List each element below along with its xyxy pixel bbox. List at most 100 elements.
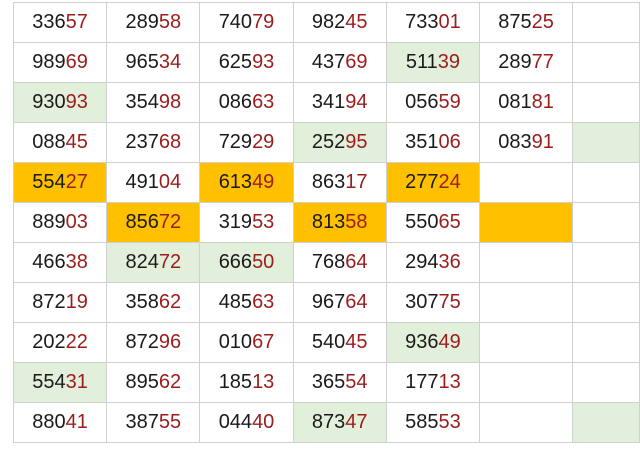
number-suffix: 69: [65, 51, 88, 73]
grid-cell[interactable]: 36554: [292, 362, 387, 403]
grid-cell[interactable]: 55065: [385, 202, 481, 243]
grid-cell[interactable]: 88903: [12, 202, 108, 243]
grid-cell[interactable]: [479, 402, 574, 443]
grid-cell[interactable]: 54045: [292, 322, 387, 363]
grid-cell[interactable]: 74079: [199, 2, 294, 43]
grid-cell[interactable]: [479, 202, 574, 243]
number-suffix: 72: [158, 211, 182, 233]
grid-cell[interactable]: [572, 322, 640, 363]
grid-cell[interactable]: 96764: [292, 282, 387, 323]
grid-cell[interactable]: [572, 162, 640, 203]
grid-cell[interactable]: [572, 42, 640, 83]
grid-cell[interactable]: [572, 202, 640, 243]
grid-cell[interactable]: 48563: [199, 282, 294, 323]
grid-cell[interactable]: [572, 82, 640, 123]
grid-cell[interactable]: 08391: [479, 122, 574, 163]
number-suffix: 77: [531, 51, 554, 73]
grid-cell[interactable]: 93649: [385, 322, 481, 363]
number-suffix: 40: [252, 411, 275, 433]
grid-cell[interactable]: 66650: [199, 242, 294, 283]
grid-cell[interactable]: 98969: [12, 42, 108, 83]
grid-cell[interactable]: 81358: [292, 202, 387, 243]
grid-cell[interactable]: 38755: [106, 402, 201, 443]
grid-cell[interactable]: 35862: [106, 282, 201, 323]
number-prefix: 083: [498, 131, 532, 153]
grid-cell[interactable]: 87525: [479, 2, 574, 43]
grid-cell[interactable]: 55427: [12, 162, 108, 203]
grid-cell[interactable]: [572, 362, 640, 403]
grid-cell[interactable]: 82472: [106, 242, 201, 283]
grid-cell[interactable]: 76864: [292, 242, 387, 283]
grid-cell[interactable]: [572, 402, 640, 443]
grid-cell[interactable]: 35106: [385, 122, 481, 163]
grid-cell[interactable]: 43769: [292, 42, 387, 83]
grid-cell[interactable]: 08845: [12, 122, 108, 163]
grid-cell[interactable]: [479, 162, 574, 203]
number-prefix: 540: [311, 331, 346, 353]
number-prefix: 351: [405, 131, 439, 153]
number-prefix: 873: [311, 411, 346, 433]
grid-cell[interactable]: 62593: [199, 42, 294, 83]
grid-cell[interactable]: 17713: [385, 362, 481, 403]
table-row: 08845 23768 72929 25295 35106 08391: [12, 122, 640, 163]
number-suffix: 67: [252, 331, 275, 353]
grid-cell[interactable]: 04440: [199, 402, 294, 443]
grid-cell[interactable]: 28958: [106, 2, 201, 43]
number-suffix: 31: [65, 371, 88, 393]
number-suffix: 19: [65, 291, 88, 313]
grid-cell[interactable]: [479, 322, 574, 363]
grid-cell[interactable]: 61349: [199, 162, 294, 203]
grid-cell[interactable]: 49104: [106, 162, 201, 203]
grid-cell[interactable]: [479, 282, 574, 323]
grid-cell[interactable]: [572, 282, 640, 323]
grid-cell[interactable]: 20222: [12, 322, 108, 363]
grid-cell[interactable]: 23768: [106, 122, 201, 163]
grid-cell[interactable]: 98245: [292, 2, 387, 43]
grid-cell[interactable]: [572, 2, 640, 43]
grid-cell[interactable]: 88041: [12, 402, 108, 443]
grid-cell[interactable]: 73301: [385, 2, 481, 43]
number-prefix: 930: [32, 91, 66, 113]
grid-cell[interactable]: 27724: [385, 162, 481, 203]
grid-cell[interactable]: 29436: [385, 242, 481, 283]
number-prefix: 511: [405, 51, 438, 73]
grid-cell[interactable]: 28977: [479, 42, 574, 83]
grid-cell[interactable]: [479, 362, 574, 403]
number-prefix: 437: [311, 51, 346, 73]
grid-cell[interactable]: 05659: [385, 82, 481, 123]
number-suffix: 04: [158, 171, 182, 193]
number-prefix: 872: [32, 291, 66, 313]
number-suffix: 38: [65, 251, 88, 273]
grid-cell[interactable]: 25295: [292, 122, 387, 163]
number-suffix: 27: [65, 171, 88, 193]
grid-cell[interactable]: 85672: [106, 202, 201, 243]
grid-cell[interactable]: 35498: [106, 82, 201, 123]
grid-cell[interactable]: 46638: [12, 242, 108, 283]
grid-cell[interactable]: 87219: [12, 282, 108, 323]
grid-cell[interactable]: [572, 242, 640, 283]
grid-cell[interactable]: 18513: [199, 362, 294, 403]
grid-cell[interactable]: 55431: [12, 362, 108, 403]
grid-cell[interactable]: 72929: [199, 122, 294, 163]
grid-cell[interactable]: 08181: [479, 82, 574, 123]
number-prefix: 056: [405, 91, 439, 113]
number-prefix: 010: [218, 331, 253, 353]
grid-cell[interactable]: 87347: [292, 402, 387, 443]
grid-cell[interactable]: 87296: [106, 322, 201, 363]
number-prefix: 824: [125, 251, 159, 273]
number-suffix: 55: [158, 411, 182, 433]
grid-cell[interactable]: 34194: [292, 82, 387, 123]
grid-cell[interactable]: [479, 242, 574, 283]
grid-cell[interactable]: 58553: [385, 402, 481, 443]
grid-cell[interactable]: 93093: [12, 82, 108, 123]
grid-cell[interactable]: 01067: [199, 322, 294, 363]
grid-cell[interactable]: 96534: [106, 42, 201, 83]
grid-cell[interactable]: 30775: [385, 282, 481, 323]
grid-cell[interactable]: 89562: [106, 362, 201, 403]
grid-cell[interactable]: 33657: [12, 2, 108, 43]
grid-cell[interactable]: 08663: [199, 82, 294, 123]
grid-cell[interactable]: 31953: [199, 202, 294, 243]
grid-cell[interactable]: 51139: [385, 42, 481, 83]
grid-cell[interactable]: 86317: [292, 162, 387, 203]
grid-cell[interactable]: [572, 122, 640, 163]
